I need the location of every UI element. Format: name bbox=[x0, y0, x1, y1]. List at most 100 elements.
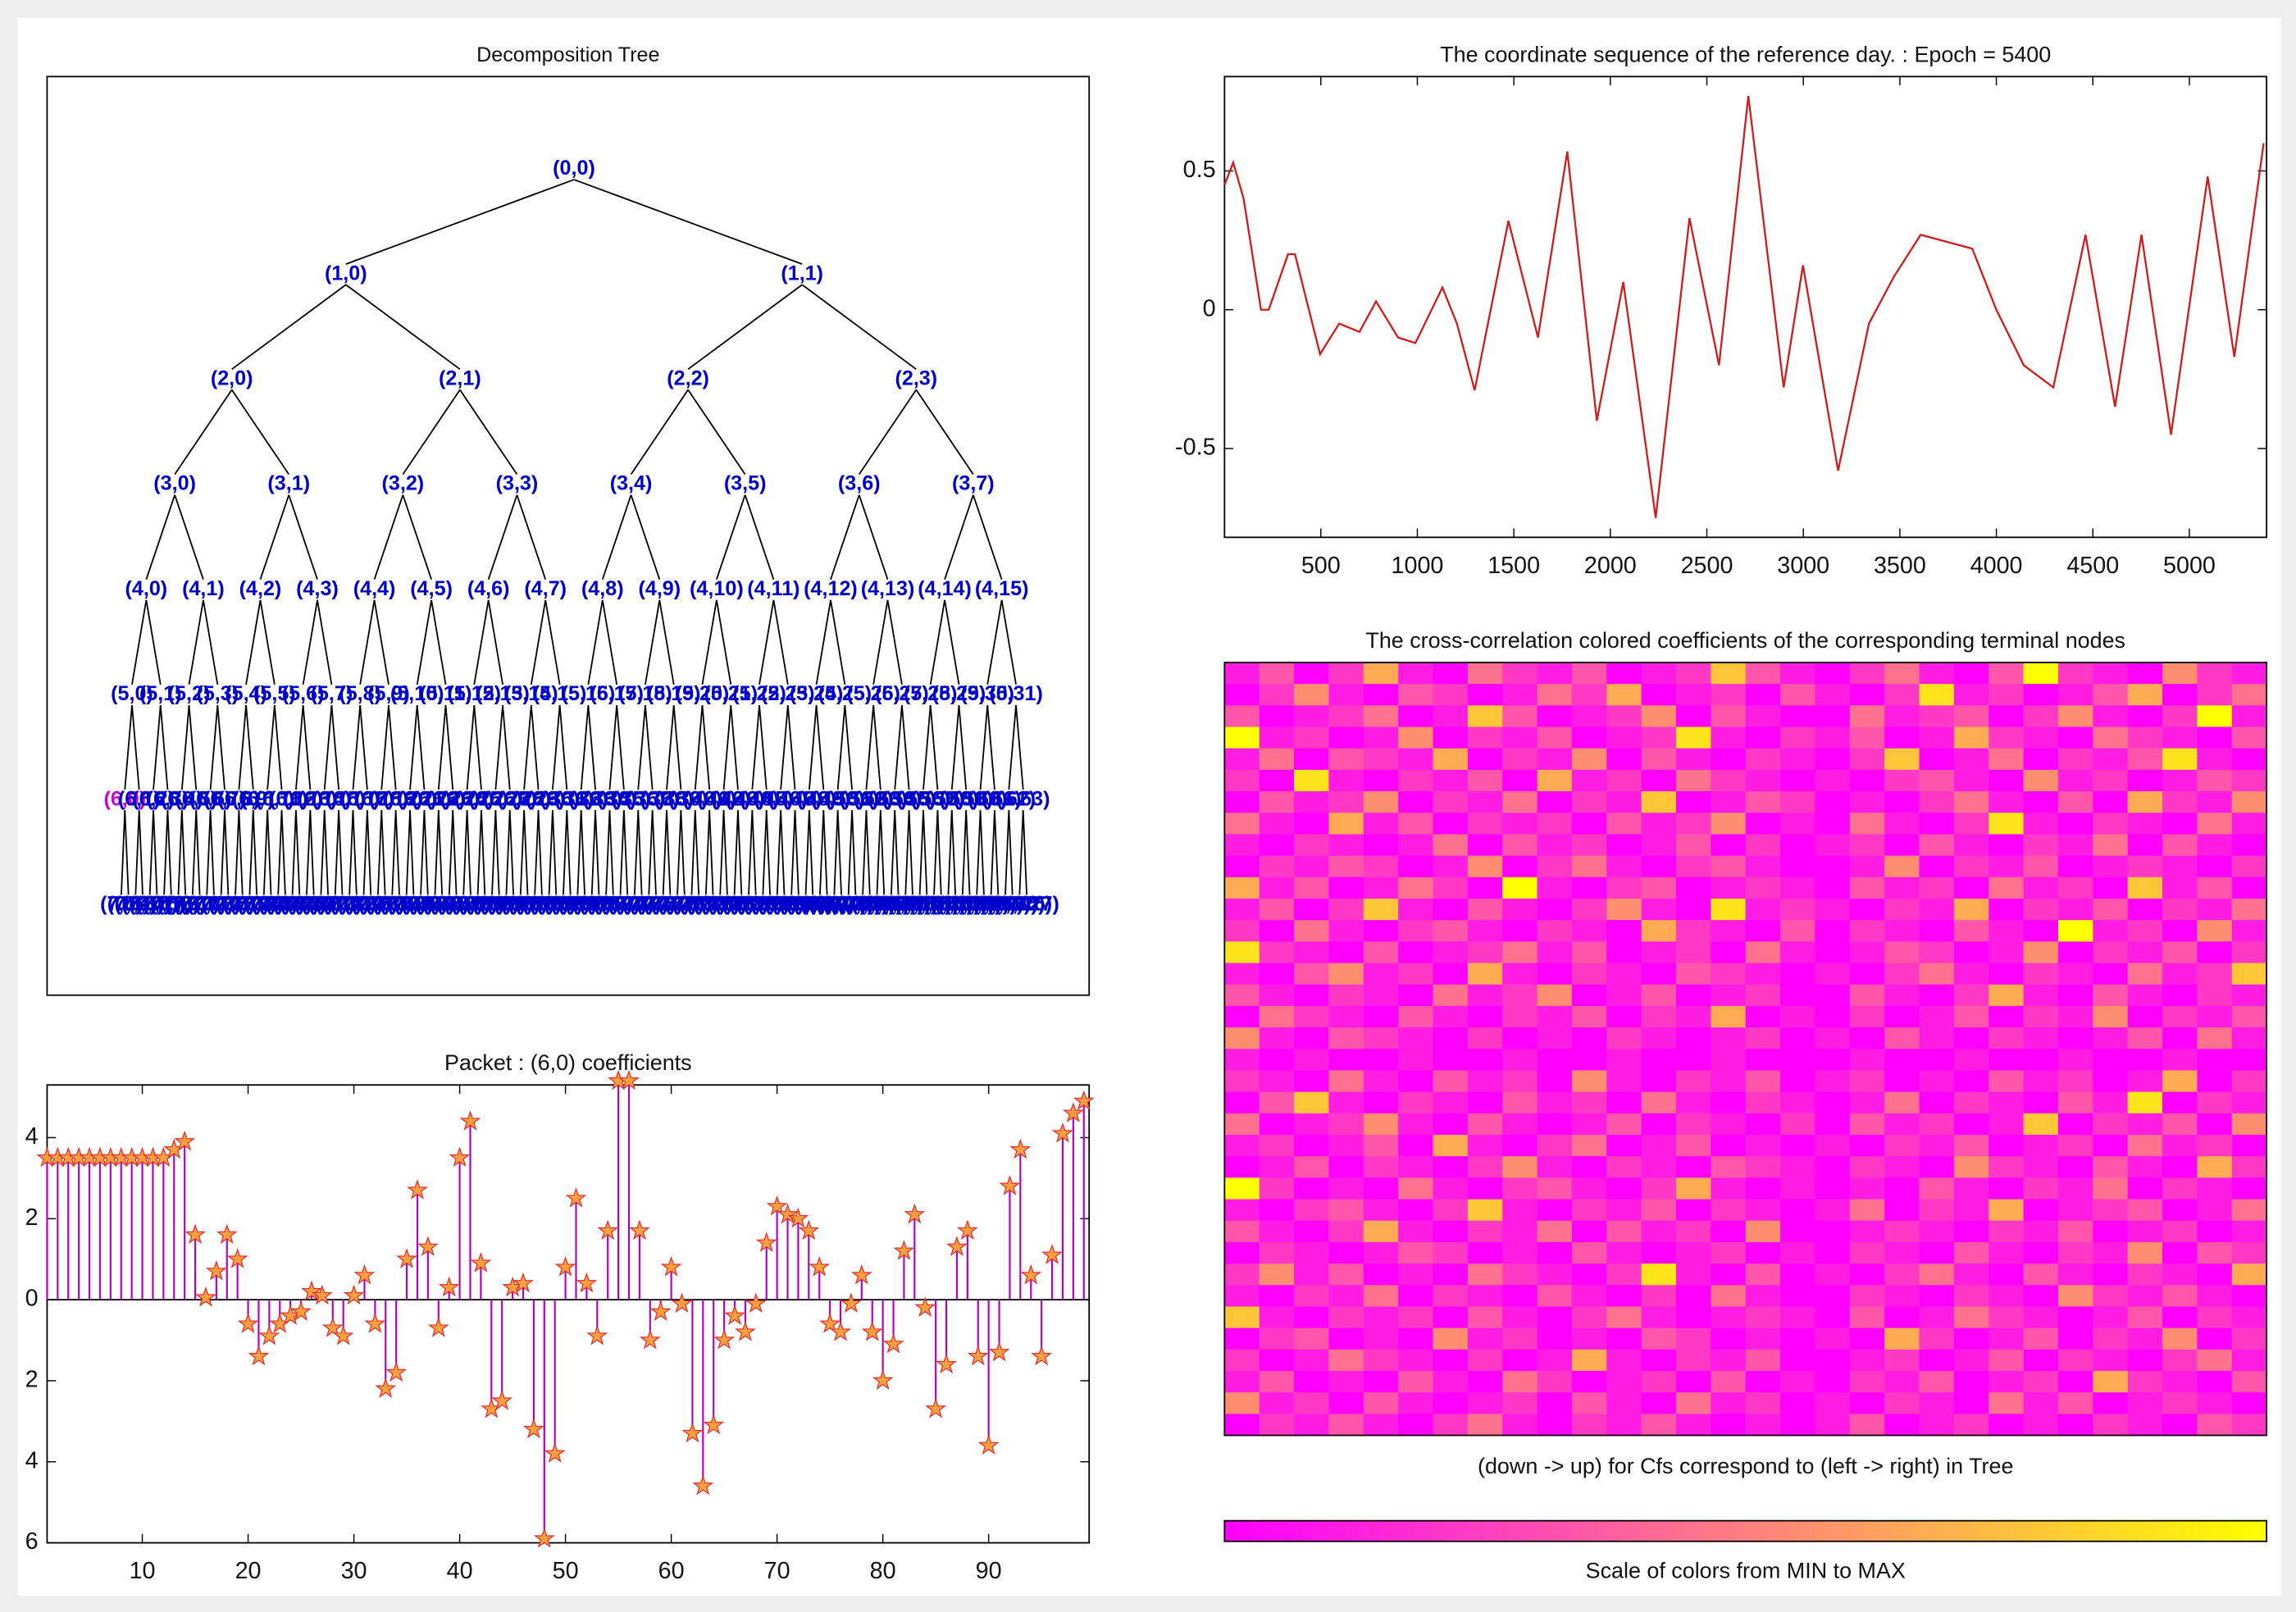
heatmap-cell bbox=[1259, 1370, 1295, 1393]
heatmap-cell bbox=[1224, 1199, 1260, 1222]
heatmap-cell bbox=[1606, 813, 1642, 835]
tree-node-label: (7,104) bbox=[830, 892, 895, 915]
heatmap-cell bbox=[1884, 684, 1920, 706]
heatmap-cell bbox=[2093, 1005, 2129, 1028]
heatmap-cell bbox=[2197, 1349, 2233, 1372]
heatmap-cell bbox=[1953, 941, 1989, 964]
heatmap-cell bbox=[1641, 1177, 1677, 1200]
heatmap-cell bbox=[2231, 1349, 2267, 1372]
heatmap-cell bbox=[1676, 662, 1711, 685]
heatmap-cell bbox=[2162, 1199, 2198, 1222]
heatmap-cell bbox=[2127, 963, 2163, 986]
heatmap-cell bbox=[1328, 941, 1364, 964]
heatmap-cell bbox=[1294, 1306, 1329, 1329]
heatmap-cell bbox=[1328, 855, 1364, 878]
tree-node-label: (5,16) bbox=[562, 682, 616, 705]
heatmap-cell bbox=[2162, 1049, 2198, 1071]
heatmap-cell bbox=[1433, 855, 1469, 878]
heatmap-cell bbox=[1606, 1220, 1642, 1243]
tree-node-label: (4,9) bbox=[638, 577, 681, 600]
heatmap-cell bbox=[1676, 1027, 1711, 1050]
heatmap-cell bbox=[2197, 1049, 2233, 1071]
heatmap-cell bbox=[2093, 920, 2129, 942]
heatmap-cell bbox=[1745, 1414, 1781, 1437]
heatmap-cell bbox=[1606, 1134, 1642, 1157]
heatmap-cell bbox=[1745, 705, 1781, 728]
heatmap-cell bbox=[1328, 1241, 1364, 1264]
heatmap-cell bbox=[1398, 791, 1434, 813]
heatmap-cell bbox=[1884, 1027, 1920, 1050]
tree-edge bbox=[737, 810, 743, 895]
heatmap-cell bbox=[2162, 1220, 2198, 1243]
tree-node-label: (7,115) bbox=[909, 892, 973, 915]
heatmap-cell bbox=[1745, 1264, 1781, 1286]
tree-node-label: (7,0) bbox=[100, 892, 143, 915]
heatmap-cell bbox=[1224, 1414, 1260, 1437]
tree-node-label: (3,6) bbox=[838, 472, 881, 495]
heatmap-cell bbox=[1919, 662, 1955, 685]
y-tick-label: 0 bbox=[1203, 295, 1216, 321]
heatmap-cell bbox=[1953, 898, 1989, 921]
tree-edge bbox=[302, 704, 312, 790]
heatmap-cell bbox=[2057, 1134, 2093, 1157]
tree-edge bbox=[266, 704, 276, 790]
heatmap-cell bbox=[1711, 1370, 1747, 1393]
heatmap-cell bbox=[1745, 855, 1781, 878]
tree-edge bbox=[950, 810, 957, 895]
tree-edge bbox=[273, 704, 283, 790]
heatmap-cell bbox=[1988, 877, 2025, 899]
heatmap-cell bbox=[1988, 791, 2025, 813]
tree-edge bbox=[961, 810, 968, 895]
heatmap-cell bbox=[1641, 1392, 1677, 1414]
tree-node-label: (5,8) bbox=[339, 682, 381, 705]
tree-node-label: (7,47) bbox=[430, 892, 484, 915]
heatmap-cell bbox=[1328, 1091, 1364, 1114]
heatmap-cell bbox=[1745, 1005, 1781, 1028]
heatmap-cell bbox=[1398, 1049, 1434, 1071]
tree-node-label: (7,121) bbox=[951, 892, 1017, 915]
heatmap-cell bbox=[1294, 726, 1329, 749]
heatmap-cell bbox=[1953, 984, 1989, 1007]
heatmap-cell bbox=[1433, 1241, 1469, 1264]
tree-node-label: (7,73) bbox=[615, 892, 669, 915]
heatmap-cell bbox=[1606, 1027, 1642, 1050]
heatmap-cell bbox=[1294, 662, 1329, 685]
tree-edge bbox=[915, 389, 974, 475]
tree-node-label: (7,8) bbox=[157, 892, 200, 915]
heatmap-cell bbox=[1641, 791, 1677, 813]
tree-node-label: (6,49) bbox=[796, 787, 850, 810]
heatmap-cell bbox=[1745, 941, 1781, 964]
tree-node-label: (3,0) bbox=[153, 472, 196, 495]
heatmap-cell bbox=[1363, 1370, 1399, 1393]
heatmap-cell bbox=[1919, 1091, 1955, 1114]
heatmap-cell bbox=[1745, 769, 1781, 792]
heatmap-cell bbox=[1919, 1049, 1955, 1071]
heatmap-cell bbox=[1537, 662, 1573, 685]
heatmap-cell bbox=[2093, 1177, 2129, 1200]
tree-node-label: (6,14) bbox=[298, 787, 352, 810]
heatmap-cell bbox=[1502, 920, 1538, 942]
heatmap-cell bbox=[1398, 1306, 1434, 1329]
heatmap-cell bbox=[1294, 791, 1329, 813]
heatmap-cell bbox=[1398, 855, 1434, 878]
heatmap-cell bbox=[1849, 1199, 1885, 1222]
stem-marker bbox=[628, 1219, 650, 1241]
heatmap-cell bbox=[2093, 1414, 2129, 1437]
heatmap-cell bbox=[2231, 834, 2267, 857]
tree-edge bbox=[804, 810, 810, 895]
tree-edge bbox=[248, 810, 254, 895]
heatmap-cell bbox=[1641, 705, 1677, 728]
heatmap-cell bbox=[1433, 1392, 1469, 1414]
heatmap-cell bbox=[1988, 1005, 2025, 1028]
heatmap-cell bbox=[1745, 1327, 1781, 1350]
heatmap-cell bbox=[1328, 898, 1364, 921]
y-tick-label: 2 bbox=[25, 1367, 39, 1393]
heatmap-cell bbox=[1780, 1049, 1815, 1071]
heatmap-cell bbox=[2057, 705, 2093, 728]
heatmap-cell bbox=[1363, 1027, 1399, 1050]
heatmap-cell bbox=[2231, 1113, 2267, 1136]
heatmap-cell bbox=[2197, 1327, 2233, 1350]
heatmap-cell bbox=[2231, 963, 2267, 986]
heatmap-cell bbox=[2057, 855, 2093, 878]
heatmap-cell bbox=[1328, 684, 1364, 706]
